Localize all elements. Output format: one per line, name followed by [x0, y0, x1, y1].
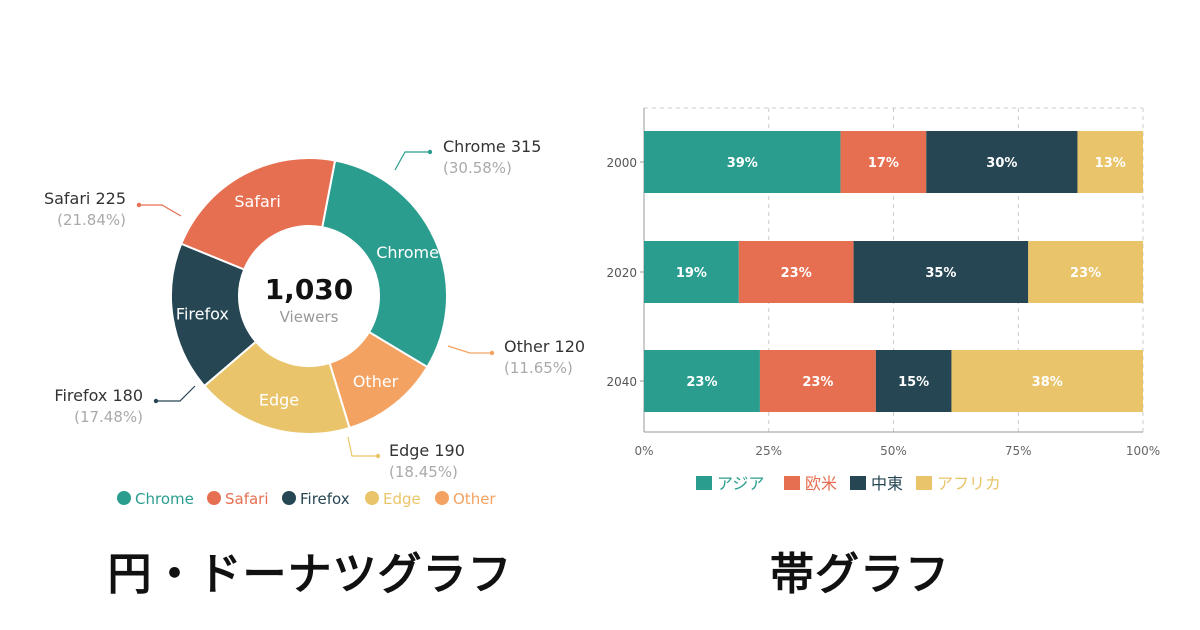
legend-label-safari: Safari	[225, 490, 269, 508]
bar-label-2020-series-3: 23%	[1070, 266, 1101, 281]
bar-label-2040-series-3: 38%	[1032, 375, 1063, 390]
stacked-bar-chart: 0% 25% 50% 75% 100% 39% 17% 30% 13% 19% 23% 35% 23% 2…	[606, 107, 1160, 493]
callout-percent-edge: (18.45%)	[389, 463, 458, 481]
legend-label-series-2: 中東	[871, 474, 903, 493]
bar-label-2020-series-1: 23%	[781, 266, 812, 281]
bar-2020-series-1	[738, 241, 854, 303]
x-ticks: 0% 25% 50% 75% 100%	[634, 444, 1160, 458]
bar-2000-series-0	[644, 131, 841, 193]
bar-label-2000-series-1: 17%	[868, 156, 899, 171]
callout-value-safari: Safari 225	[44, 189, 126, 208]
slice-edge	[202, 340, 351, 435]
stacked-bar-chart-caption: 帯グラフ	[770, 549, 950, 600]
bar-2020-series-2	[853, 241, 1029, 303]
legend-marker-safari	[207, 491, 221, 505]
bar-legend: アジア 欧米 中東 アフリカ	[696, 474, 1001, 493]
callout-percent-chrome: (30.58%)	[443, 159, 512, 177]
legend-label-chrome: Chrome	[135, 490, 194, 508]
callout-dot-other	[489, 350, 495, 356]
donut-center-label: Viewers	[280, 308, 339, 326]
bar-label-2040-series-0: 23%	[686, 375, 717, 390]
callout-value-other: Other 120	[504, 337, 585, 356]
legend-marker-firefox	[282, 491, 296, 505]
callout-line-edge	[347, 436, 378, 457]
legend-label-other: Other	[453, 490, 496, 508]
slice-safari	[179, 157, 337, 271]
bar-2040-series-2	[875, 350, 952, 412]
callout-value-edge: Edge 190	[389, 441, 465, 460]
legend-label-edge: Edge	[383, 490, 421, 508]
bar-2000-series-2	[926, 131, 1078, 193]
callout-dot-chrome	[427, 149, 433, 155]
callout-percent-firefox: (17.48%)	[74, 408, 143, 426]
donut-legend: Chrome Safari Firefox Edge Other	[117, 490, 496, 508]
x-tick-label-50: 50%	[880, 444, 907, 458]
donut-center-value: 1,030	[265, 273, 354, 306]
callout-line-firefox	[156, 385, 196, 402]
bar-label-2000-series-3: 13%	[1095, 156, 1126, 171]
callout-line-safari	[139, 204, 182, 217]
callout-value-firefox: Firefox 180	[54, 386, 143, 405]
callout-percent-safari: (21.84%)	[57, 211, 126, 229]
legend-marker-series-3	[916, 476, 932, 490]
legend-label-series-0: アジア	[717, 474, 764, 493]
x-tick-label-75: 75%	[1005, 444, 1032, 458]
bar-label-2040-series-2: 15%	[898, 375, 929, 390]
callout-dot-edge	[375, 453, 381, 459]
bar-2000-series-1	[840, 131, 927, 193]
bar-2040-series-0	[644, 350, 760, 412]
donut-callouts: Chrome 315 (30.58%) Other 120 (11.65%) Edge …	[44, 137, 585, 481]
legend-label-series-1: 欧米	[805, 474, 837, 493]
callout-line-chrome	[394, 151, 430, 171]
bar-2020-series-3	[1028, 241, 1143, 303]
bar-segments: 39% 17% 30% 13% 19% 23% 35% 23% 23% 23% 15% 38%	[644, 131, 1143, 412]
bar-2020-series-0	[644, 241, 739, 303]
bar-2040-series-1	[759, 350, 876, 412]
legend-marker-series-1	[784, 476, 800, 490]
slice-label-chrome: Chrome	[376, 243, 439, 262]
slice-chrome	[321, 159, 448, 369]
callout-dot-firefox	[153, 398, 159, 404]
y-tick-label-2000: 2000	[606, 156, 637, 170]
bar-2000-series-3	[1077, 131, 1143, 193]
slice-label-other: Other	[353, 372, 399, 391]
donut-slices: Chrome Other Edge Firefox Safari	[170, 157, 448, 435]
bar-2040-series-3	[951, 350, 1143, 412]
callout-percent-other: (11.65%)	[504, 359, 573, 377]
bar-label-2020-series-0: 19%	[676, 266, 707, 281]
callout-value-chrome: Chrome 315	[443, 137, 541, 156]
bar-label-2020-series-2: 35%	[925, 266, 956, 281]
legend-label-series-3: アフリカ	[937, 474, 1001, 493]
bar-label-2040-series-1: 23%	[802, 375, 833, 390]
slice-label-edge: Edge	[259, 391, 299, 410]
y-tick-label-2020: 2020	[606, 266, 637, 280]
legend-marker-chrome	[117, 491, 131, 505]
x-tick-label-100: 100%	[1126, 444, 1160, 458]
legend-marker-other	[435, 491, 449, 505]
y-tick-label-2040: 2040	[606, 375, 637, 389]
callout-line-other	[447, 345, 492, 354]
x-tick-label-25: 25%	[755, 444, 782, 458]
bar-label-2000-series-0: 39%	[727, 156, 758, 171]
slice-label-firefox: Firefox	[176, 304, 229, 323]
legend-label-firefox: Firefox	[300, 490, 350, 508]
slice-label-safari: Safari	[234, 192, 280, 211]
donut-chart: Chrome Other Edge Firefox Safari Chrome 315 (3…	[44, 137, 585, 508]
x-tick-label-0: 0%	[634, 444, 653, 458]
legend-marker-edge	[365, 491, 379, 505]
legend-marker-series-0	[696, 476, 712, 490]
bar-label-2000-series-2: 30%	[986, 156, 1017, 171]
donut-chart-caption: 円・ドーナツグラフ	[107, 549, 513, 600]
callout-dot-safari	[136, 202, 142, 208]
legend-marker-series-2	[850, 476, 866, 490]
